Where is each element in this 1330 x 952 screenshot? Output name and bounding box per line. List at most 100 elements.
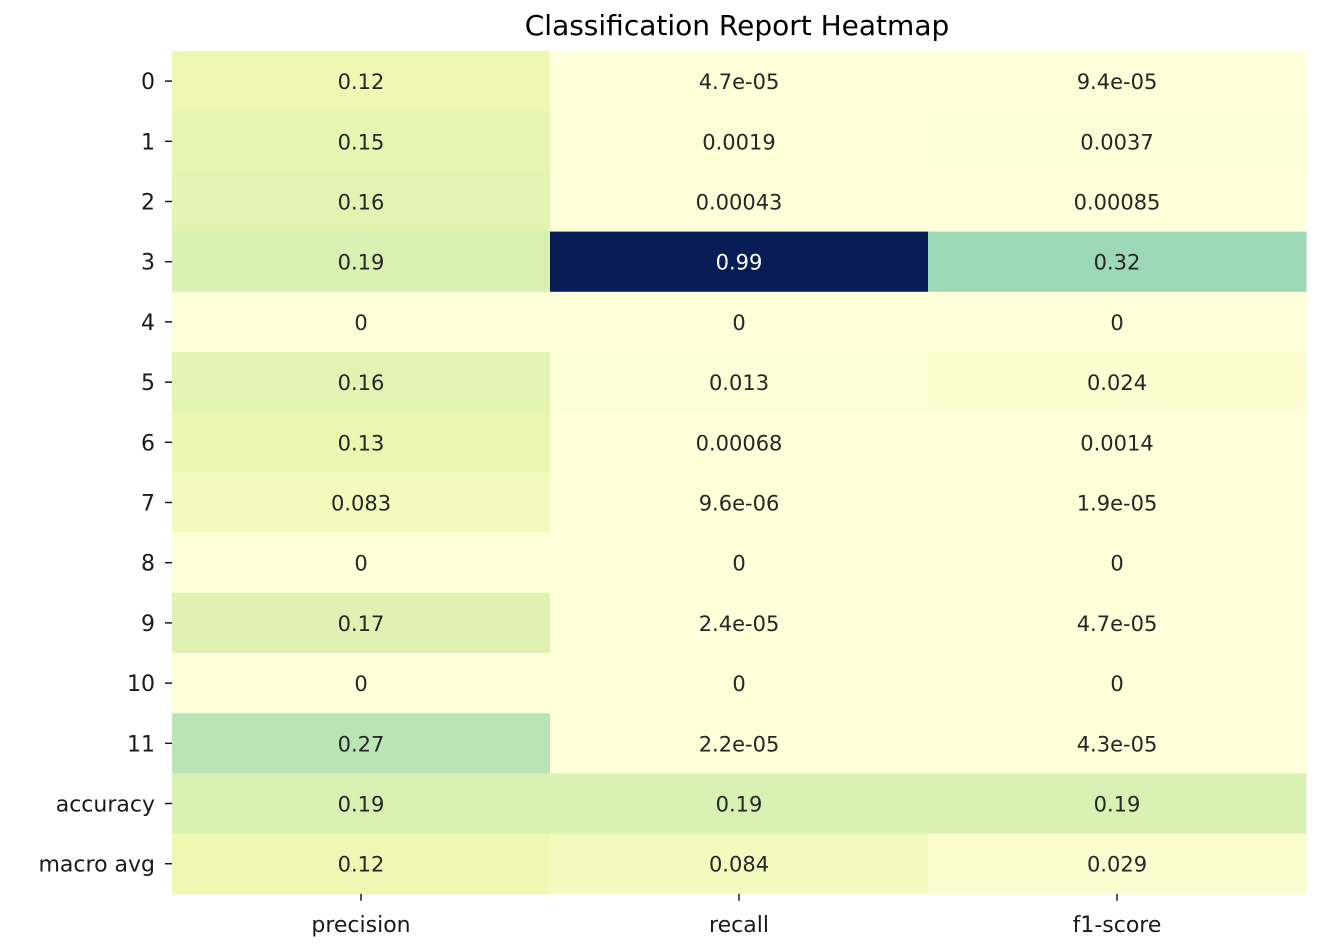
cell-value-label: 0.0037 [1080,130,1153,154]
y-tick-label: 2 [141,191,155,216]
x-tick-label: recall [709,913,769,938]
cell-value-label: 0 [1110,552,1123,576]
y-tick-label: 4 [141,311,155,336]
heatmap-cell [550,412,929,473]
y-tick-label: 1 [141,130,155,155]
cell-value-label: 0.32 [1094,251,1141,275]
heatmap-cell [172,713,551,774]
heatmap-cell [172,352,551,413]
heatmap-cell [550,532,929,594]
heatmap-cell [928,51,1307,112]
cell-value-label: 4.7e-05 [1077,612,1158,636]
cell-value-label: 0.0019 [702,130,775,154]
cell-value-label: 0 [354,311,367,335]
cell-value-label: 0.27 [338,732,385,756]
heatmap-cell [172,472,551,534]
heatmap-cell [550,171,929,233]
cell-value-label: 0.19 [338,251,385,275]
cell-value-label: 0.024 [1087,371,1147,395]
cell-value-label: 4.7e-05 [699,70,780,94]
heatmap-cell [550,592,929,654]
y-tick-label: 7 [141,492,155,517]
y-tick-label: 11 [127,732,155,757]
heatmap-cell [928,472,1307,534]
heatmap-cell [928,352,1307,413]
heatmap-cell [550,352,929,413]
heatmap-cell [550,713,929,774]
cell-value-label: 0 [1110,311,1123,335]
cell-value-label: 0.19 [716,793,763,817]
heatmap-cell [172,291,551,353]
cell-value-label: 0.0014 [1080,431,1153,455]
cell-value-label: 0 [732,311,745,335]
cell-value-label: 0.13 [338,431,385,455]
cell-value-label: 9.4e-05 [1077,70,1158,94]
cell-value-label: 0.16 [338,191,385,215]
cell-value-label: 1.9e-05 [1077,492,1158,516]
heatmap-cell [928,833,1307,895]
x-tick-label: precision [311,913,410,938]
heatmap-cells: 0.12 4.7e-05 9.4e-05 0.15 0.0019 0.0037 0.16 0.… [172,51,1307,895]
cell-value-label: 0.19 [338,793,385,817]
heatmap-cell [550,111,929,172]
heatmap-cell [550,51,929,112]
heatmap-cell [172,592,551,654]
cell-value-label: 9.6e-06 [699,492,780,516]
cell-value-label: 0.00043 [696,191,783,215]
heatmap-cell [172,532,551,594]
cell-value-label: 0 [732,552,745,576]
heatmap-cell [550,472,929,534]
x-tick-label: f1-score [1073,913,1162,938]
y-tick-label: 3 [141,251,155,276]
y-tick-label: 0 [141,70,155,95]
y-tick-label: 9 [141,612,155,637]
chart-title: Classification Report Heatmap [525,9,950,42]
y-tick-label: 10 [127,672,155,697]
row-labels: 0 1 2 3 4 5 6 7 8 9 10 11 accuracy macro avg [39,70,172,878]
heatmap-cell [172,833,551,895]
heatmap-cell [928,231,1307,293]
cell-value-label: 0.12 [338,853,385,877]
column-labels: precision recall f1-score [311,893,1162,938]
cell-value-label: 2.4e-05 [699,612,780,636]
y-tick-label: macro avg [39,853,156,878]
cell-value-label: 2.2e-05 [699,732,780,756]
heatmap-cell [550,231,929,293]
cell-value-label: 0.12 [338,70,385,94]
y-tick-label: 8 [141,552,155,577]
cell-value-label: 0.17 [338,612,385,636]
y-tick-label: 6 [141,431,155,456]
cell-value-label: 0.083 [331,492,391,516]
heatmap-cell [172,51,551,112]
heatmap-cell [550,833,929,895]
cell-value-label: 0.00068 [696,431,783,455]
y-tick-label: 5 [141,371,155,396]
heatmap-cell [928,412,1307,473]
heatmap-cell [928,111,1307,172]
cell-value-label: 0.19 [1094,793,1141,817]
cell-value-label: 0 [354,552,367,576]
y-tick-label: accuracy [56,793,155,818]
heatmap-cell [172,231,551,293]
cell-value-label: 0.013 [709,371,769,395]
heatmap-cell [928,532,1307,594]
heatmap-cell [928,713,1307,774]
heatmap-cell [550,653,929,714]
heatmap-cell [928,171,1307,233]
heatmap-cell [172,171,551,233]
cell-value-label: 0.00085 [1074,191,1161,215]
heatmap-cell [928,773,1307,835]
cell-value-label: 0 [1110,672,1123,696]
heatmap-cell [550,773,929,835]
heatmap-cell [928,592,1307,654]
cell-value-label: 0.15 [338,130,385,154]
heatmap-cell [550,291,929,353]
heatmap-cell [928,653,1307,714]
cell-value-label: 4.3e-05 [1077,732,1158,756]
heatmap-cell [928,291,1307,353]
cell-value-label: 0.99 [716,251,763,275]
heatmap-cell [172,111,551,172]
cell-value-label: 0 [354,672,367,696]
heatmap-cell [172,653,551,714]
